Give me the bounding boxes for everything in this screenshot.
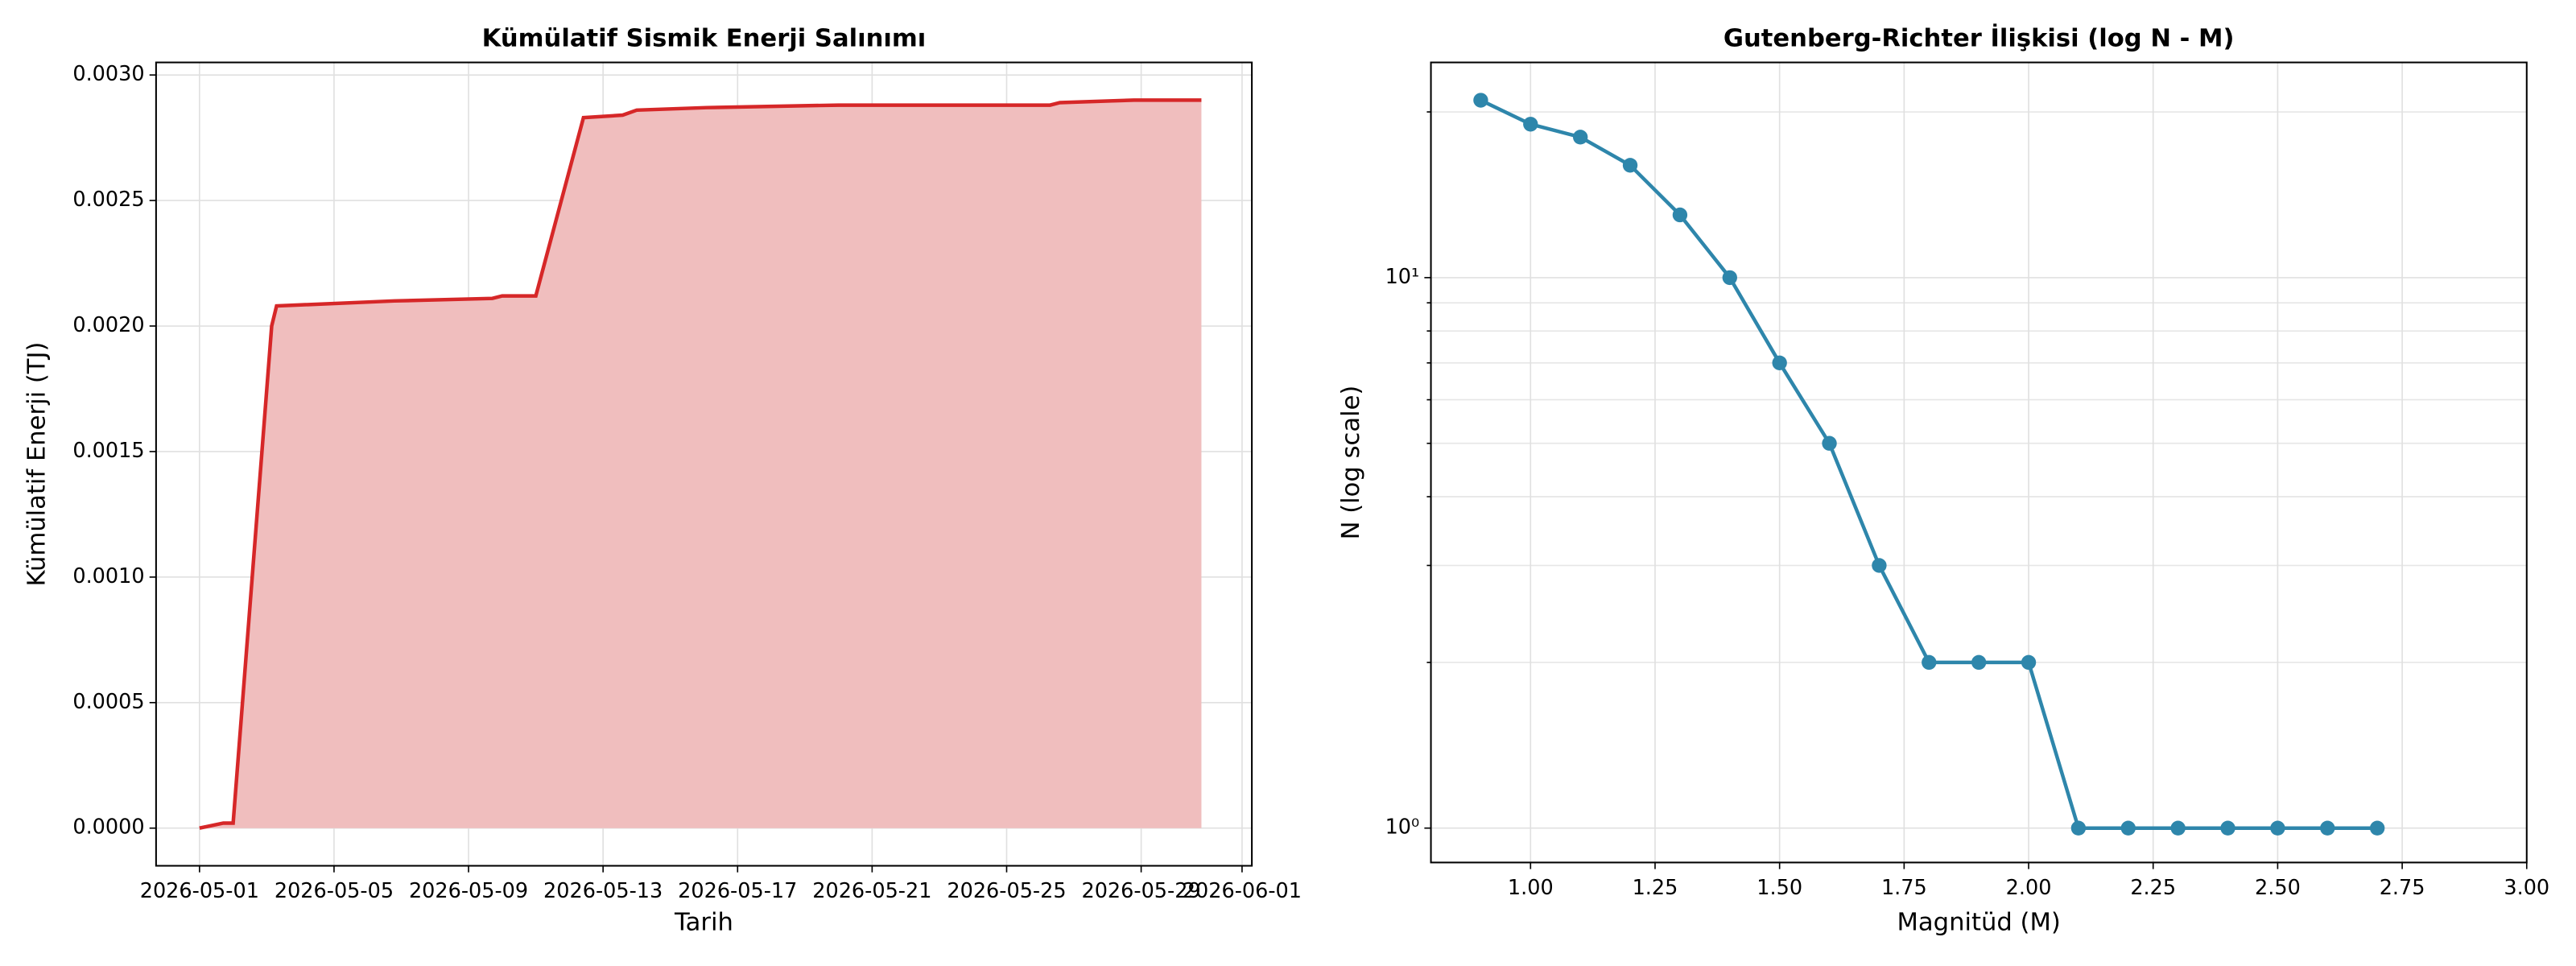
point	[1772, 355, 1787, 370]
point	[1572, 130, 1588, 145]
point	[2070, 820, 2087, 836]
x-tick-label: 2.50	[2255, 876, 2301, 900]
x-tick-label: 2026-05-25	[947, 879, 1066, 903]
point	[2320, 820, 2335, 836]
x-axis-label: Tarih	[674, 908, 733, 936]
point	[1922, 654, 1937, 671]
point	[1473, 93, 1488, 108]
line	[199, 98, 1202, 830]
y-tick-label: 0.0025	[72, 188, 144, 212]
point	[1672, 207, 1688, 223]
x-tick-label: 2.75	[2380, 876, 2425, 900]
x-tick-label: 2026-05-13	[543, 879, 663, 903]
chart-title: Kümülatif Sismik Enerji Salınımı	[482, 24, 927, 52]
point	[2220, 820, 2235, 836]
x-tick-label: 2026-06-01	[1183, 879, 1302, 903]
x-tick-label: 1.00	[1508, 876, 1554, 900]
axes-frame	[1430, 61, 2528, 864]
x-tick-label: 2026-05-29	[1081, 879, 1200, 903]
x-tick-label: 1.75	[1881, 876, 1927, 900]
x-tick-label: 2.00	[2006, 876, 2052, 900]
y-tick-label: 0.0015	[72, 439, 144, 463]
y-tick-label: 0.0020	[72, 313, 144, 337]
point	[1872, 558, 1887, 573]
y-tick-label: 0.0030	[72, 62, 144, 86]
point	[1523, 117, 1538, 132]
y-axis-label: Kümülatif Enerji (TJ)	[23, 342, 51, 587]
point	[1971, 654, 1987, 671]
y-tick-label: 10¹	[1385, 265, 1420, 289]
chart-panel: 10⁰ 10¹ 1.00 1.25 1.50 1.75 2.00 2.25 2.50 2.75 3.…	[1337, 23, 2549, 936]
point	[2021, 654, 2037, 671]
x-tick-label: 1.25	[1633, 876, 1678, 900]
point	[1622, 158, 1638, 173]
x-tick-label: 2.25	[2130, 876, 2176, 900]
axes-frame	[155, 61, 1253, 867]
x-tick-label: 2026-05-17	[678, 879, 797, 903]
x-tick-label: 2026-05-05	[275, 879, 394, 903]
area	[199, 100, 1202, 828]
y-tick-label: 0.0010	[72, 564, 144, 588]
y-tick-label: 10⁰	[1385, 815, 1420, 840]
x-tick-label: 1.50	[1757, 876, 1802, 900]
y-tick-label: 0.0000	[72, 815, 144, 840]
point	[1722, 270, 1737, 286]
point	[2170, 820, 2186, 836]
y-axis-label: N (log scale)	[1337, 386, 1365, 540]
point	[1822, 436, 1837, 451]
x-tick-label: 2026-05-21	[812, 879, 931, 903]
x-tick-label: 3.00	[2504, 876, 2549, 900]
line	[1480, 98, 2378, 830]
y-tick-label: 0.0005	[72, 690, 144, 714]
point	[2120, 820, 2136, 836]
point	[2369, 820, 2385, 836]
chart-panel: 0.0000 0.0005 0.0010 0.0015 0.0020 0.0025 0.00…	[23, 24, 1302, 936]
chart-title: Gutenberg-Richter İlişkisi (log N - M)	[1724, 23, 2235, 52]
x-tick-label: 2026-05-01	[140, 879, 259, 903]
x-tick-label: 2026-05-09	[409, 879, 528, 903]
x-axis-label: Magnitüd (M)	[1897, 908, 2060, 936]
point	[2270, 820, 2285, 836]
